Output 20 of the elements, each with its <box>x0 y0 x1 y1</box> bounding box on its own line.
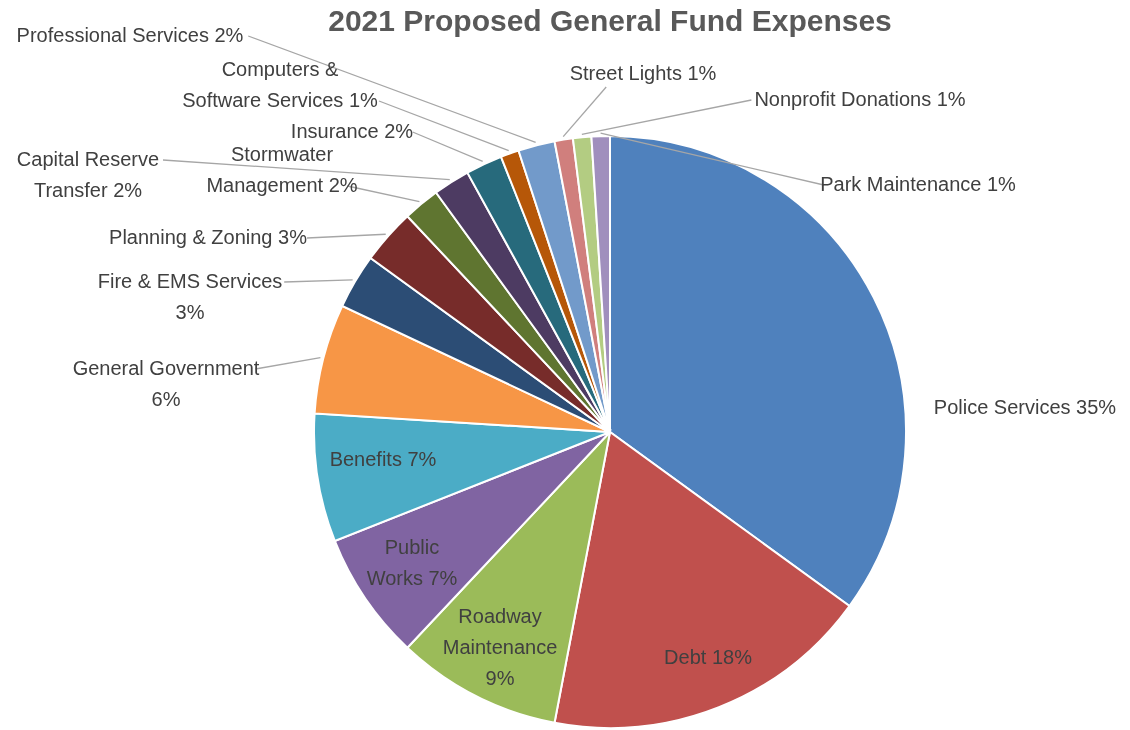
slice-label: Stormwater Management 2% <box>206 143 358 196</box>
slice-label: Public Works 7% <box>366 536 458 589</box>
slice-label: Professional Services 2% <box>16 24 244 46</box>
data-label: 9% <box>485 667 515 689</box>
slice-label: Computers & Software Services 1% <box>182 58 379 111</box>
slice-label: Street Lights 1% <box>569 62 717 84</box>
slice-label: Roadway Maintenance <box>442 605 558 658</box>
slice-label: General Government <box>72 357 260 379</box>
data-label: 6% <box>151 388 181 410</box>
slice-label: Insurance 2% <box>290 120 414 142</box>
slice-label: Debt 18% <box>664 646 753 668</box>
data-label: 3% <box>175 301 205 323</box>
chart-title: 2021 Proposed General Fund Expenses <box>328 4 892 37</box>
slice-label: Nonprofit Donations 1% <box>754 88 966 110</box>
slice-label: Capital Reserve Transfer 2% <box>16 148 160 201</box>
slice-label: Benefits 7% <box>329 448 437 470</box>
slice-label: Planning & Zoning 3% <box>109 226 308 248</box>
slice-label: Fire & EMS Services <box>97 270 283 292</box>
slice-label: Police Services 35% <box>933 396 1117 418</box>
slice-label: Park Maintenance 1% <box>820 173 1017 195</box>
